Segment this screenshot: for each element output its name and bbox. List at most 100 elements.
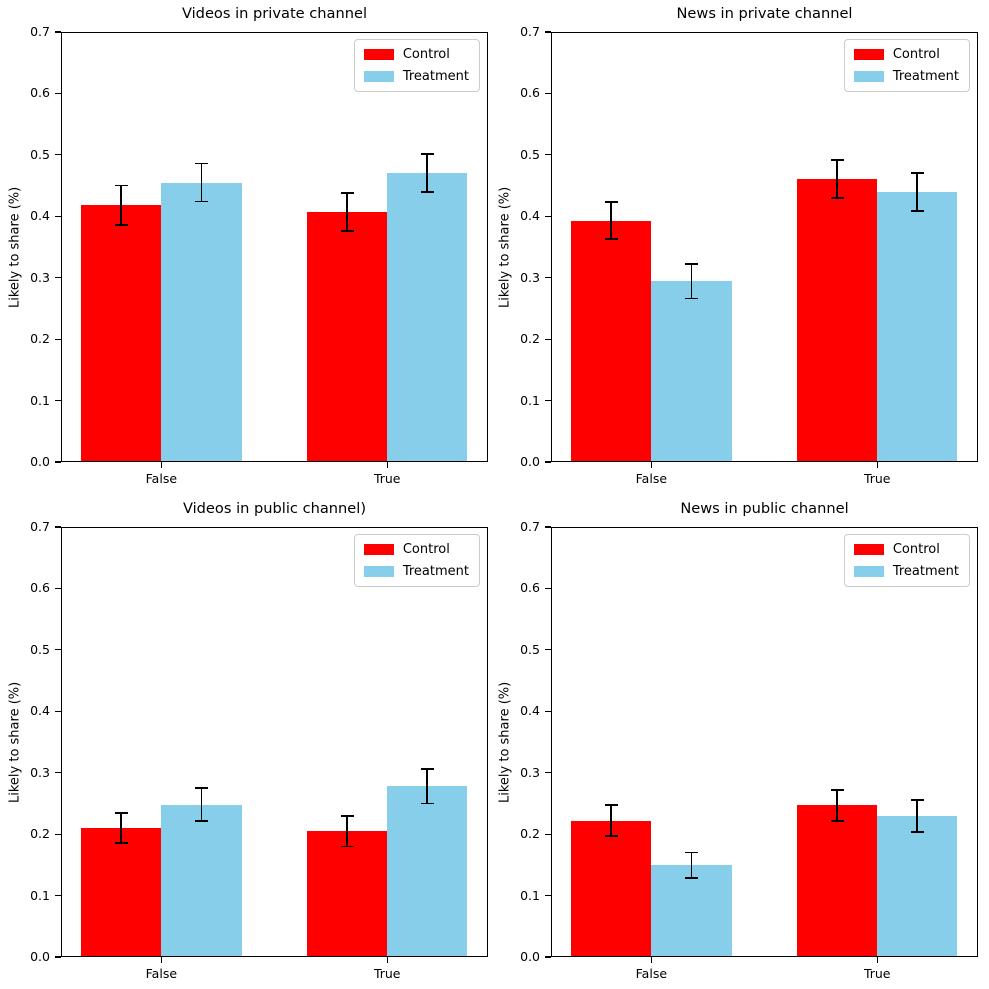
error-bar-cap-top: [340, 814, 354, 817]
legend-swatch-control: [853, 544, 884, 555]
legend-swatch-treatment: [363, 566, 394, 577]
y-tick-label: 0.4: [30, 703, 50, 719]
y-tick-label: 0.3: [520, 764, 540, 780]
y-tick-label: 0.1: [30, 392, 50, 408]
y-tick-mark: [55, 399, 61, 402]
bar-control-true: [306, 211, 388, 462]
legend-row: Treatment: [363, 69, 469, 84]
y-tick-mark: [55, 956, 61, 958]
chart-title: News in public channel: [680, 500, 849, 517]
error-bar-line: [610, 202, 613, 239]
bar-treatment-true: [387, 173, 468, 462]
legend-swatch-treatment: [363, 71, 394, 82]
error-bar-cap-bottom: [604, 835, 618, 837]
y-tick-mark: [55, 338, 61, 340]
error-bar-cap-top: [420, 768, 434, 770]
bar-treatment-false: [161, 182, 242, 462]
y-tick-label: 0.3: [30, 269, 50, 285]
y-tick-label: 0.5: [30, 641, 50, 657]
y-tick-mark: [55, 587, 61, 590]
error-bar-line: [916, 799, 919, 832]
error-bar-cap-top: [194, 162, 208, 165]
bar-treatment-false: [161, 804, 242, 957]
error-bar-cap-bottom: [604, 238, 618, 240]
legend-label: Control: [892, 47, 940, 62]
y-tick-label: 0.2: [520, 826, 540, 842]
y-tick-mark: [55, 772, 61, 774]
y-tick-label: 0.0: [520, 454, 540, 469]
y-tick-mark: [55, 894, 61, 897]
legend: Control Treatment: [353, 534, 480, 587]
y-tick-mark: [55, 526, 61, 528]
error-bar-cap-bottom: [194, 200, 208, 203]
error-bar-cap-bottom: [340, 845, 354, 848]
y-tick-mark: [55, 154, 61, 156]
x-tick-label: False: [635, 966, 668, 981]
error-bar-line: [836, 159, 838, 198]
error-bar-cap-top: [114, 184, 128, 187]
legend-label: Treatment: [402, 564, 469, 579]
error-bar-cap-top: [420, 153, 434, 156]
legend-row: Control: [853, 47, 959, 62]
y-tick-label: 0.3: [520, 269, 540, 285]
y-tick-mark: [55, 649, 61, 651]
subplot-videos-private-channel: Videos in private channel Likely to shar…: [8, 5, 488, 486]
y-tick-mark: [55, 31, 61, 33]
legend: Control Treatment: [843, 534, 970, 587]
y-tick-label: 0.0: [30, 454, 50, 469]
y-tick-label: 0.1: [520, 392, 540, 408]
error-bar-cap-bottom: [194, 820, 208, 823]
y-tick-label: 0.7: [30, 519, 50, 534]
error-bar-cap-bottom: [910, 209, 924, 212]
legend-row: Treatment: [853, 564, 959, 579]
chart-title: News in private channel: [676, 5, 853, 22]
legend-row: Treatment: [363, 564, 469, 579]
y-tick-mark: [545, 277, 551, 279]
y-tick-label: 0.6: [520, 580, 540, 596]
legend-label: Control: [892, 542, 940, 557]
y-tick-label: 0.2: [30, 826, 50, 842]
error-bar-cap-top: [684, 851, 698, 854]
y-tick-label: 0.2: [30, 331, 50, 347]
bar-treatment-false: [651, 865, 732, 957]
error-bar-line: [836, 789, 838, 821]
x-tick-label: False: [145, 966, 178, 981]
x-tick-label: False: [635, 471, 668, 486]
error-bar-cap-bottom: [910, 830, 924, 833]
y-tick-mark: [55, 215, 61, 217]
legend-swatch-control: [363, 49, 394, 60]
x-tick-label: True: [373, 966, 401, 981]
error-bar-line: [426, 154, 429, 193]
legend: Control Treatment: [843, 39, 970, 92]
error-bar-cap-top: [340, 192, 354, 194]
bar-treatment-true: [877, 815, 958, 957]
x-tick-label: True: [863, 471, 891, 486]
subplot-videos-public-channel: Videos in public channel) Likely to shar…: [8, 500, 488, 981]
error-bar-line: [200, 163, 203, 202]
x-tick-mark: [650, 462, 652, 468]
legend: Control Treatment: [353, 39, 480, 92]
legend-label: Control: [402, 47, 450, 62]
bar-control-false: [571, 220, 652, 462]
y-tick-mark: [545, 31, 551, 33]
legend-swatch-treatment: [853, 71, 884, 82]
bar-control-false: [571, 820, 652, 957]
error-bar-line: [120, 812, 123, 844]
error-bar-cap-bottom: [684, 877, 698, 880]
error-bar-cap-bottom: [114, 842, 128, 845]
y-tick-mark: [545, 587, 551, 590]
legend-swatch-control: [853, 49, 884, 60]
legend-row: Control: [363, 542, 469, 557]
y-tick-mark: [545, 92, 551, 95]
error-bar-cap-top: [604, 201, 618, 204]
y-tick-mark: [55, 277, 61, 279]
legend-label: Control: [402, 542, 450, 557]
y-tick-label: 0.6: [30, 580, 50, 596]
x-tick-label: False: [145, 471, 178, 486]
y-tick-mark: [545, 461, 551, 463]
y-tick-label: 0.7: [520, 24, 540, 39]
y-tick-label: 0.6: [30, 85, 50, 101]
error-bar-cap-top: [830, 789, 844, 791]
error-bar-cap-bottom: [830, 819, 844, 822]
error-bar-cap-top: [910, 171, 924, 174]
